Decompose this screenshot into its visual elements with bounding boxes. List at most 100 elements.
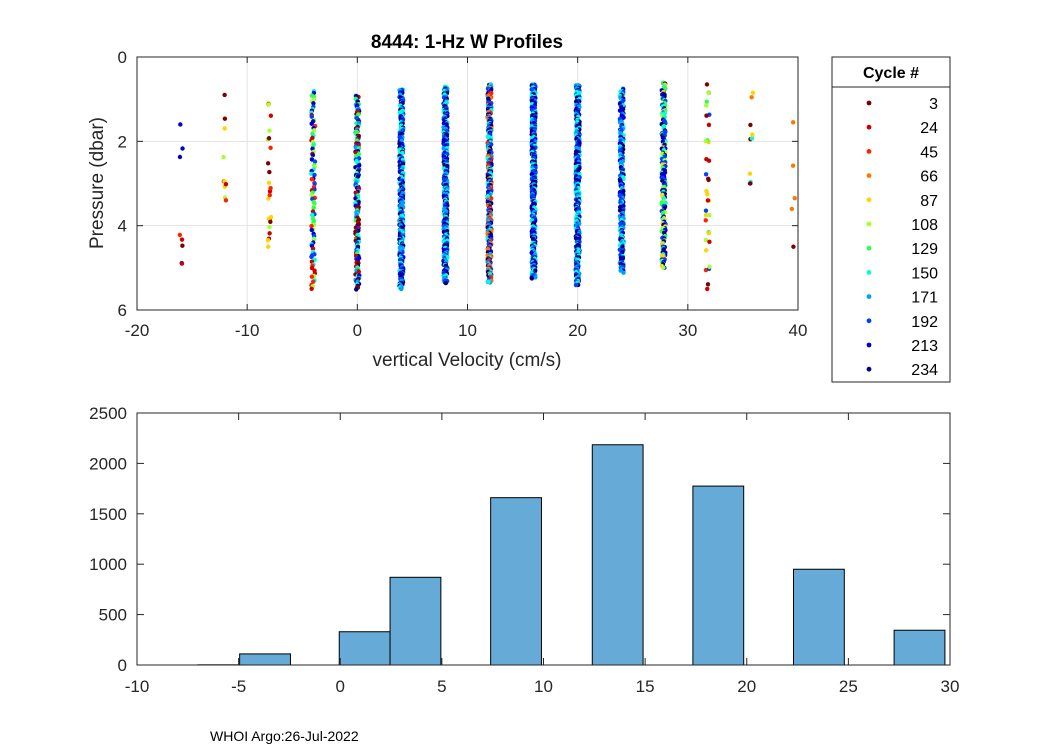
footer-text: WHOI Argo:26-Jul-2022 bbox=[210, 728, 359, 744]
scatter-x-tick-label: 10 bbox=[458, 321, 477, 340]
legend-title: Cycle # bbox=[863, 65, 919, 82]
scatter-point bbox=[268, 219, 273, 225]
scatter-point bbox=[663, 129, 668, 135]
scatter-point bbox=[705, 286, 710, 292]
legend-marker bbox=[866, 221, 872, 227]
histogram-x-tick-label: 10 bbox=[534, 677, 553, 696]
scatter-column bbox=[265, 101, 274, 249]
scatter-column bbox=[485, 82, 494, 285]
scatter-point bbox=[704, 188, 709, 194]
histogram-bar bbox=[893, 629, 946, 666]
scatter-column bbox=[789, 120, 797, 249]
legend-label: 108 bbox=[911, 217, 938, 234]
legend-entries: 3 24 45 66 87 108 129 150 171 192 213 234 bbox=[866, 96, 938, 379]
scatter-point bbox=[573, 282, 579, 288]
histogram-bar bbox=[792, 568, 845, 666]
legend-entry: 24 bbox=[866, 120, 938, 137]
histogram-x-ticks: -10 -5 0 5 10 15 20 25 30 bbox=[125, 413, 960, 696]
scatter-point bbox=[309, 121, 314, 126]
scatter-point bbox=[180, 146, 185, 151]
scatter-point bbox=[354, 287, 359, 292]
legend-marker bbox=[866, 342, 872, 348]
scatter-point bbox=[705, 198, 711, 203]
legend-marker bbox=[866, 100, 872, 106]
scatter-point bbox=[703, 208, 709, 213]
scatter-point bbox=[706, 122, 712, 128]
scatter-y-tick-label: 6 bbox=[118, 301, 127, 320]
legend-label: 24 bbox=[920, 120, 938, 137]
histogram-y-tick-label: 0 bbox=[118, 656, 127, 675]
scatter-point bbox=[177, 154, 183, 160]
histogram-plot: -10 -5 0 5 10 15 20 25 30 0 500 1000 1500 2000 2500 bbox=[89, 404, 959, 696]
scatter-points bbox=[177, 80, 797, 292]
scatter-point bbox=[748, 181, 753, 186]
scatter-y-tick-label: 4 bbox=[118, 217, 127, 236]
scatter-point bbox=[399, 286, 404, 291]
scatter-point bbox=[312, 236, 317, 242]
legend-label: 87 bbox=[920, 193, 938, 210]
scatter-point bbox=[443, 280, 449, 286]
histogram-x-tick-label: 30 bbox=[941, 677, 960, 696]
legend-marker bbox=[866, 173, 872, 179]
scatter-column bbox=[309, 88, 318, 291]
scatter-point bbox=[179, 261, 185, 266]
scatter-point bbox=[703, 212, 709, 218]
scatter-point bbox=[311, 205, 316, 211]
scatter-column bbox=[353, 93, 362, 292]
histogram-y-tick-label: 1000 bbox=[89, 555, 127, 574]
scatter-point bbox=[749, 136, 755, 141]
scatter-point bbox=[533, 275, 538, 280]
legend-entry: 129 bbox=[866, 241, 938, 258]
legend-label: 213 bbox=[911, 338, 938, 355]
scatter-title: 8444: 1-Hz W Profiles bbox=[371, 32, 563, 53]
scatter-point bbox=[309, 212, 315, 218]
scatter-point bbox=[267, 169, 272, 175]
scatter-point bbox=[268, 113, 274, 118]
scatter-point bbox=[705, 282, 711, 287]
scatter-plot: -20 -10 0 10 20 30 40 0 2 4 6 8444: 1-Hz W Profil… bbox=[87, 32, 807, 371]
scatter-point bbox=[704, 82, 710, 87]
histogram-y-tick-label: 500 bbox=[99, 606, 127, 625]
scatter-x-ticks: -20 -10 0 10 20 30 40 bbox=[125, 57, 808, 340]
scatter-point bbox=[268, 185, 273, 191]
scatter-x-tick-label: 40 bbox=[789, 321, 808, 340]
scatter-point bbox=[750, 132, 755, 137]
histogram-bar bbox=[692, 485, 745, 666]
histogram-x-tick-label: 0 bbox=[336, 677, 345, 696]
scatter-point bbox=[222, 116, 228, 121]
scatter-point bbox=[267, 224, 272, 230]
scatter-point bbox=[267, 192, 272, 198]
scatter-point bbox=[707, 239, 712, 245]
legend-entry: 66 bbox=[866, 169, 938, 186]
scatter-point bbox=[703, 248, 709, 253]
legend-label: 192 bbox=[911, 314, 938, 331]
legend-box bbox=[831, 56, 951, 383]
legend-label: 3 bbox=[929, 96, 938, 113]
scatter-point bbox=[309, 176, 315, 182]
scatter-point bbox=[356, 269, 362, 274]
scatter-point bbox=[267, 231, 272, 236]
scatter-point bbox=[266, 244, 271, 249]
scatter-point bbox=[703, 172, 709, 177]
scatter-point bbox=[703, 103, 709, 108]
legend-entry: 171 bbox=[866, 290, 938, 307]
scatter-point bbox=[309, 223, 314, 229]
legend-marker bbox=[866, 366, 872, 372]
histogram-y-tick-label: 2000 bbox=[89, 454, 127, 473]
scatter-point bbox=[790, 120, 796, 125]
histogram-bar bbox=[490, 497, 542, 666]
scatter-point bbox=[266, 102, 271, 107]
legend-entry: 192 bbox=[866, 314, 938, 331]
legend-label: 150 bbox=[911, 265, 938, 282]
scatter-point bbox=[180, 243, 185, 248]
legend-label: 45 bbox=[920, 144, 938, 161]
scatter-point bbox=[309, 193, 314, 198]
scatter-y-tick-label: 2 bbox=[118, 132, 127, 151]
scatter-point bbox=[707, 213, 712, 218]
scatter-point bbox=[222, 126, 227, 131]
histogram-y-tick-label: 1500 bbox=[89, 505, 127, 524]
legend-label: 234 bbox=[911, 362, 938, 379]
scatter-point bbox=[707, 264, 712, 269]
legend-marker bbox=[866, 318, 872, 324]
